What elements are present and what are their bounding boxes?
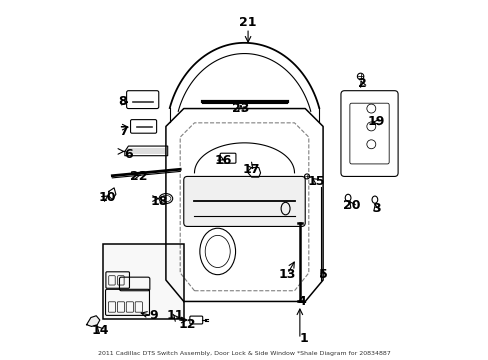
Polygon shape: [86, 316, 100, 327]
Text: 3: 3: [371, 202, 380, 215]
Text: 22: 22: [130, 170, 147, 183]
Text: 21: 21: [239, 16, 256, 29]
Text: 8: 8: [119, 95, 127, 108]
Text: 15: 15: [306, 175, 324, 188]
Text: 18: 18: [150, 195, 167, 208]
Text: 6: 6: [124, 148, 132, 162]
Text: 20: 20: [342, 198, 360, 212]
Text: 4: 4: [297, 295, 305, 308]
Text: 10: 10: [98, 192, 116, 204]
Text: 12: 12: [178, 318, 196, 331]
Text: 16: 16: [214, 154, 231, 167]
Text: 9: 9: [149, 309, 158, 322]
FancyBboxPatch shape: [103, 244, 183, 319]
Text: 19: 19: [367, 114, 385, 127]
Text: 5: 5: [318, 268, 327, 281]
Text: 13: 13: [278, 268, 295, 281]
FancyBboxPatch shape: [183, 176, 305, 226]
Text: 23: 23: [232, 102, 249, 115]
Text: 7: 7: [119, 125, 127, 138]
Text: 2: 2: [357, 77, 366, 90]
Text: 17: 17: [243, 163, 260, 176]
Text: 14: 14: [91, 324, 108, 337]
Text: 2011 Cadillac DTS Switch Assembly, Door Lock & Side Window *Shale Diagram for 20: 2011 Cadillac DTS Switch Assembly, Door …: [98, 351, 390, 356]
Text: 1: 1: [299, 333, 307, 346]
Text: 11: 11: [166, 309, 183, 322]
